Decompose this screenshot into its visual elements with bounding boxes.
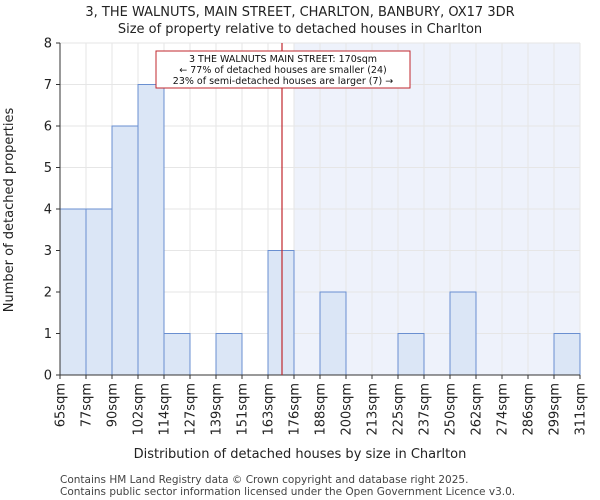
x-tick-label: 262sqm xyxy=(470,383,485,436)
y-tick-label: 3 xyxy=(44,244,52,259)
x-tick-label: 127sqm xyxy=(184,383,199,436)
y-tick-label: 2 xyxy=(44,286,52,301)
annotation-line-3: 23% of semi-detached houses are larger (… xyxy=(173,76,393,87)
histogram-bar xyxy=(137,84,165,376)
annotation-line-2: ← 77% of detached houses are smaller (24… xyxy=(179,65,386,76)
x-tick-label: 286sqm xyxy=(522,383,537,436)
x-tick-label: 225sqm xyxy=(392,383,407,436)
histogram-bar xyxy=(319,291,347,376)
x-tick-label: 188sqm xyxy=(314,383,329,436)
x-tick-label: 299sqm xyxy=(548,383,563,436)
x-tick-label: 90sqm xyxy=(106,383,121,427)
histogram-bar xyxy=(553,333,581,376)
histogram-bar xyxy=(59,208,87,376)
x-tick-label: 65sqm xyxy=(54,383,69,427)
histogram-bar xyxy=(111,125,139,376)
y-tick-label: 4 xyxy=(44,203,52,218)
histogram-bar xyxy=(267,250,295,376)
chart-title-line-1: 3, THE WALNUTS, MAIN STREET, CHARLTON, B… xyxy=(85,5,514,20)
histogram-bar xyxy=(397,333,425,376)
x-tick-label: 176sqm xyxy=(288,383,303,436)
x-tick-label: 139sqm xyxy=(210,383,225,436)
x-tick-label: 163sqm xyxy=(262,383,277,436)
y-axis-label: Number of detached properties xyxy=(2,108,17,313)
footer-line-1: Contains HM Land Registry data © Crown c… xyxy=(60,474,468,486)
x-axis-label: Distribution of detached houses by size … xyxy=(134,447,467,462)
x-tick-label: 250sqm xyxy=(444,383,459,436)
y-tick-label: 6 xyxy=(44,120,52,135)
y-tick-label: 8 xyxy=(44,37,52,52)
x-tick-label: 237sqm xyxy=(418,383,433,436)
histogram-bar xyxy=(215,333,243,376)
y-tick-label: 5 xyxy=(44,161,52,176)
x-tick-label: 102sqm xyxy=(132,383,147,436)
chart-title-line-2: Size of property relative to detached ho… xyxy=(118,22,482,37)
y-tick-label: 0 xyxy=(44,369,52,384)
x-tick-label: 77sqm xyxy=(80,383,95,427)
histogram-bar xyxy=(85,208,113,376)
footer-line-2: Contains public sector information licen… xyxy=(60,486,515,498)
x-tick-label: 311sqm xyxy=(574,383,589,436)
annotation-line-1: 3 THE WALNUTS MAIN STREET: 170sqm xyxy=(189,54,377,65)
annotation-box xyxy=(155,50,411,89)
histogram-bar xyxy=(163,333,191,376)
y-tick-label: 7 xyxy=(44,78,52,93)
y-tick-label: 1 xyxy=(44,327,52,342)
x-tick-label: 200sqm xyxy=(340,383,355,436)
plot-area: 0 1 2 3 4 5 6 7 8 65sqm 77sqm 90sqm 102sqm 114sqm 127s… xyxy=(44,37,589,436)
x-tick-label: 151sqm xyxy=(236,383,251,436)
x-tick-label: 213sqm xyxy=(366,383,381,436)
x-tick-label: 114sqm xyxy=(158,383,173,436)
histogram-bar xyxy=(449,291,477,376)
x-tick-label: 274sqm xyxy=(496,383,511,436)
